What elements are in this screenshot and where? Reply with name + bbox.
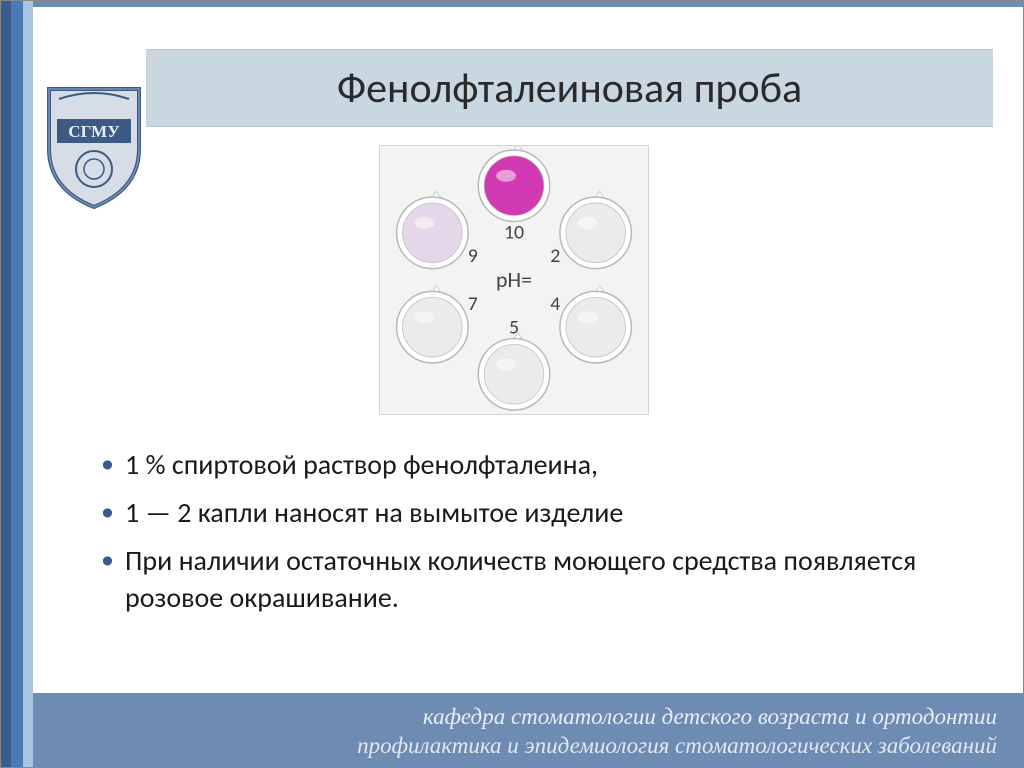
logo-text: СГМУ <box>68 122 120 141</box>
footer-line-2: профилактика и эпидемиология стоматологи… <box>33 732 997 761</box>
university-logo: СГМУ <box>39 79 149 209</box>
ph-value-label: 5 <box>509 316 519 340</box>
title-band: Фенолфталеиновая проба <box>146 49 993 127</box>
top-stripe <box>33 1 1023 7</box>
bullet-text: 1 % спиртовой раствор фенолфталеина, <box>125 447 598 482</box>
bullet-text: 1 — 2 капли наносят на вымытое изделие <box>125 495 623 530</box>
rail-stripe-dark <box>1 1 11 767</box>
ph-value-label: 9 <box>468 244 478 268</box>
ph-value-label: 10 <box>504 220 524 244</box>
bullet-item: При наличии остаточных количеств моющего… <box>97 542 973 618</box>
left-rail <box>1 1 33 767</box>
ph-value-label: 2 <box>550 244 560 268</box>
footer-line-1: кафедра стоматологии детского возраста и… <box>33 703 997 732</box>
ph-value-label: 4 <box>550 292 560 316</box>
ph-value-label: 7 <box>468 292 478 316</box>
bullet-item: 1 — 2 капли наносят на вымытое изделие <box>97 494 973 532</box>
shield-icon: СГМУ <box>39 79 149 209</box>
ph-diagram: pH= 10 2 4 5 7 9 <box>379 145 649 415</box>
slide: СГМУ Фенолфталеиновая проба pH= 10 2 4 5 7 9 1… <box>0 0 1024 768</box>
footer: кафедра стоматологии детского возраста и… <box>33 693 1023 767</box>
ph-center-label: pH= <box>496 266 532 293</box>
bullet-text: При наличии остаточных количеств моющего… <box>125 543 916 616</box>
rail-stripe-mid <box>11 1 23 767</box>
slide-title: Фенолфталеиновая проба <box>337 63 802 114</box>
rail-stripe-light <box>23 1 33 767</box>
bullet-list: 1 % спиртовой раствор фенолфталеина, 1 —… <box>97 446 973 627</box>
bullet-item: 1 % спиртовой раствор фенолфталеина, <box>97 446 973 484</box>
